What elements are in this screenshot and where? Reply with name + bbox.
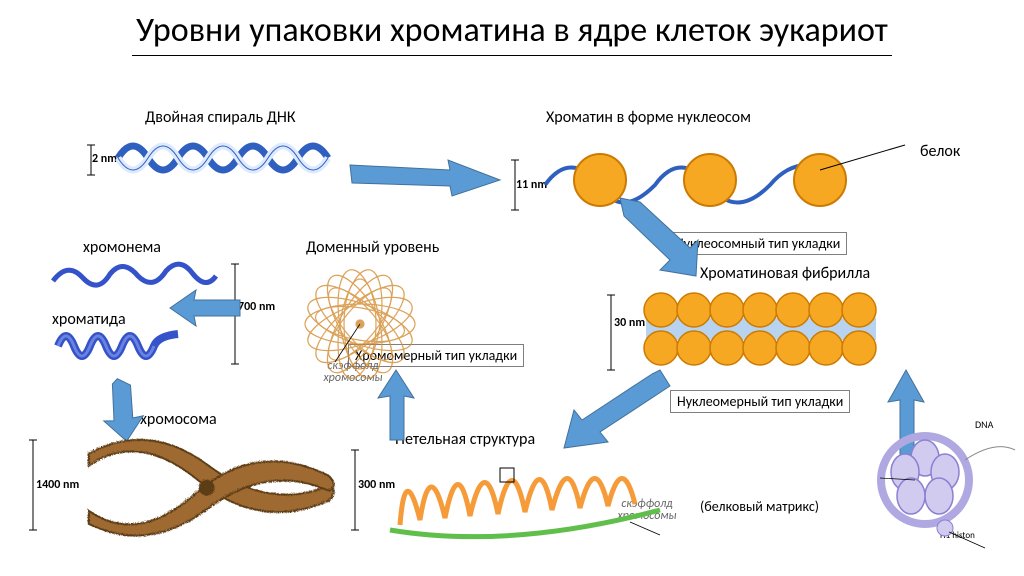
histone-octamer xyxy=(870,420,1010,550)
label-protein: белок xyxy=(920,142,960,161)
dna-helix xyxy=(88,130,348,185)
loop-structure xyxy=(350,440,690,550)
label-nucleosome: Хроматин в форме нуклеосом xyxy=(546,108,751,127)
arrow-2 xyxy=(600,198,720,278)
label-chromonema: хромонема xyxy=(83,238,161,257)
domain-level xyxy=(230,254,490,384)
label-nucleomer-type: Нуклеомерный тип укладки xyxy=(670,390,850,413)
chromonema xyxy=(48,256,218,396)
label-dna: Двойная спираль ДНК xyxy=(145,108,296,127)
arrow-1 xyxy=(350,150,510,200)
page-title: Уровни упаковки хроматина в ядре клеток … xyxy=(132,10,892,56)
label-matrix: (белковый матрикс) xyxy=(700,498,819,515)
chromosome xyxy=(28,430,348,560)
